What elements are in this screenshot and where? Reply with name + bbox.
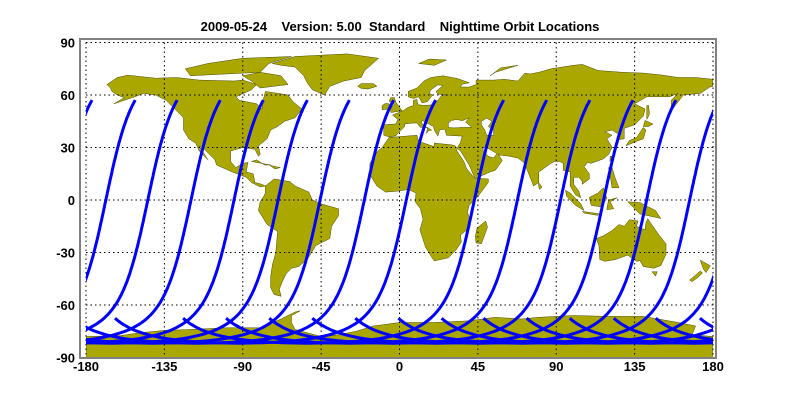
landmass bbox=[270, 165, 281, 169]
x-axis-labels: -180 -135 -90 -45 0 45 90 135 180 bbox=[73, 359, 724, 374]
y-tick-label: 60 bbox=[61, 88, 75, 103]
y-tick-label: 30 bbox=[61, 141, 75, 156]
x-tick-label: -45 bbox=[312, 359, 331, 374]
landmass bbox=[358, 84, 377, 89]
y-tick-label: -60 bbox=[56, 298, 75, 313]
orbit-track bbox=[656, 100, 800, 343]
x-tick-label: -180 bbox=[73, 359, 99, 374]
landmass bbox=[539, 183, 543, 190]
landmass bbox=[272, 54, 378, 95]
landmass bbox=[652, 272, 657, 276]
orbit-track bbox=[0, 100, 49, 343]
y-tick-label: -90 bbox=[56, 351, 75, 366]
x-tick-label: 180 bbox=[702, 359, 724, 374]
landmass bbox=[607, 198, 617, 210]
landmass bbox=[185, 57, 291, 76]
x-tick-label: 45 bbox=[471, 359, 485, 374]
x-tick-label: -135 bbox=[151, 359, 177, 374]
orbit-track bbox=[0, 100, 177, 343]
landmass bbox=[647, 106, 650, 120]
landmass bbox=[490, 65, 518, 76]
orbit-track bbox=[742, 100, 800, 343]
orbit-track bbox=[0, 100, 92, 343]
landmass bbox=[643, 120, 653, 126]
landmass bbox=[690, 271, 703, 282]
landmass bbox=[107, 75, 302, 187]
x-tick-label: 0 bbox=[396, 359, 403, 374]
y-tick-label: 0 bbox=[68, 193, 75, 208]
landmass bbox=[626, 127, 646, 145]
y-axis-labels: 90 60 30 0 -30 -60 -90 bbox=[56, 36, 75, 366]
landmass bbox=[582, 211, 599, 215]
landmass bbox=[475, 221, 487, 244]
x-tick-label: -90 bbox=[233, 359, 252, 374]
landmass bbox=[419, 59, 447, 65]
map-title: 2009-05-24 Version: 5.00 Standard Nightt… bbox=[201, 19, 600, 34]
x-tick-label: 90 bbox=[549, 359, 563, 374]
orbit-track bbox=[0, 100, 6, 343]
landmass bbox=[252, 160, 271, 165]
y-tick-label: -30 bbox=[56, 246, 75, 261]
y-tick-label: 90 bbox=[61, 36, 75, 51]
x-tick-label: 135 bbox=[624, 359, 646, 374]
landmass bbox=[700, 260, 710, 272]
